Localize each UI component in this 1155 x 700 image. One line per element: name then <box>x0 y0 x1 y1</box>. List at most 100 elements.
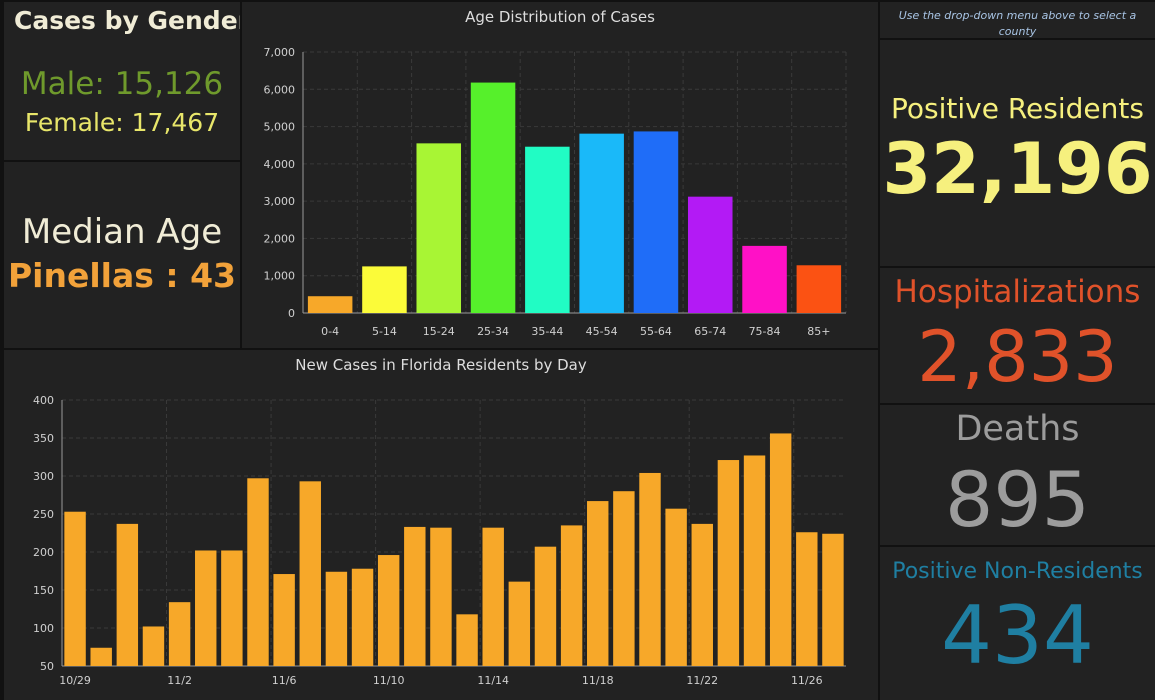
y-tick-label: 0 <box>288 307 295 320</box>
bar <box>142 626 165 666</box>
bar <box>525 146 570 313</box>
bar <box>456 614 478 666</box>
y-tick-label: 100 <box>33 622 54 635</box>
x-tick-label: 11/22 <box>686 674 718 687</box>
y-tick-label: 7,000 <box>264 46 296 59</box>
median-age-value: Pinellas : 43 <box>7 256 236 295</box>
hospitalizations-panel: Hospitalizations 2,833 <box>880 268 1155 403</box>
x-tick-label: 11/14 <box>477 674 509 687</box>
positive-residents-value: 32,196 <box>882 128 1153 210</box>
bar <box>168 602 191 666</box>
x-tick-label: 65-74 <box>694 325 726 338</box>
gender-panel: Cases by Gender Male: 15,126 Female: 17,… <box>4 2 240 160</box>
positive-residents-panel: Positive Residents 32,196 <box>880 40 1155 266</box>
bar <box>639 472 661 666</box>
bar <box>508 581 531 666</box>
x-tick-label: 5-14 <box>372 325 397 338</box>
bar <box>769 433 792 666</box>
deaths-value: 895 <box>944 455 1091 544</box>
y-tick-label: 400 <box>33 394 54 407</box>
median-age-panel: Median Age Pinellas : 43 <box>4 162 240 348</box>
bar <box>470 82 516 314</box>
bar <box>307 296 353 313</box>
y-tick-label: 200 <box>33 546 54 559</box>
x-tick-label: 11/2 <box>167 674 192 687</box>
bar <box>362 266 407 313</box>
bar <box>351 568 374 666</box>
bar <box>665 508 687 666</box>
deaths-panel: Deaths 895 <box>880 405 1155 545</box>
y-tick-label: 2,000 <box>264 232 296 245</box>
x-tick-label: 11/26 <box>791 674 823 687</box>
bar <box>822 533 844 666</box>
x-tick-label: 10/29 <box>59 674 91 687</box>
y-tick-label: 4,000 <box>264 158 296 171</box>
daily-cases-chart: 50 100 150 200 250 300 350 400 10/29 11/2 11/6 11/1… <box>33 394 846 687</box>
x-tick-label: 11/6 <box>272 674 297 687</box>
bar <box>325 571 348 666</box>
daily-chart-title: New Cases in Florida Residents by Day <box>295 356 587 374</box>
instruction-panel: Use the drop-down menu above to select a… <box>880 2 1155 38</box>
bar <box>560 525 583 666</box>
y-tick-label: 350 <box>33 432 54 445</box>
bar <box>195 550 217 666</box>
bar <box>404 526 426 666</box>
bar <box>247 478 269 666</box>
x-tick-label: 15-24 <box>423 325 455 338</box>
bar <box>299 481 321 666</box>
y-tick-label: 250 <box>33 508 54 521</box>
median-age-label: Median Age <box>21 212 223 252</box>
y-tick-label: 5,000 <box>264 121 296 134</box>
y-tick-label: 1,000 <box>264 270 296 283</box>
bar <box>587 501 609 666</box>
positive-residents-label: Positive Residents <box>891 92 1144 125</box>
x-tick-label: 85+ <box>807 325 830 338</box>
x-tick-label: 55-64 <box>640 325 672 338</box>
bar <box>416 143 462 313</box>
female-count: Female: 17,467 <box>24 108 220 137</box>
bar <box>742 245 787 313</box>
x-tick-label: 45-54 <box>586 325 618 338</box>
bar <box>691 523 713 666</box>
bar <box>273 574 295 666</box>
age-distribution-panel: Age Distribution of Cases 0 1,000 2,000 3,0… <box>242 2 878 348</box>
age-distribution-chart: 0 1,000 2,000 3,000 4,000 5,000 6,000 7,000 0-4 5… <box>264 46 847 338</box>
bar <box>64 511 86 666</box>
positive-non-residents-value: 434 <box>941 589 1094 682</box>
y-tick-label: 6,000 <box>264 83 296 96</box>
deaths-label: Deaths <box>955 409 1080 449</box>
bar <box>633 131 679 313</box>
instruction-text: Use the drop-down menu above to select a… <box>898 9 1137 38</box>
hospitalizations-value: 2,833 <box>917 316 1118 398</box>
y-tick-label: 300 <box>33 470 54 483</box>
x-tick-label: 75-84 <box>749 325 781 338</box>
bar <box>579 133 624 313</box>
x-tick-label: 35-44 <box>531 325 563 338</box>
bar <box>430 527 452 666</box>
bar <box>796 532 818 666</box>
age-chart-title: Age Distribution of Cases <box>465 8 655 26</box>
bar <box>116 523 139 666</box>
daily-cases-panel: New Cases in Florida Residents by Day 50… <box>4 350 878 700</box>
bar <box>687 196 733 313</box>
bar <box>221 550 243 666</box>
bar <box>90 647 112 666</box>
bar <box>796 265 842 313</box>
bar <box>743 455 766 666</box>
bar <box>482 527 504 666</box>
y-tick-label: 3,000 <box>264 195 296 208</box>
positive-non-residents-panel: Positive Non-Residents 434 <box>880 547 1155 700</box>
bar <box>717 460 740 666</box>
x-tick-label: 25-34 <box>477 325 509 338</box>
hospitalizations-label: Hospitalizations <box>894 274 1141 310</box>
positive-non-residents-label: Positive Non-Residents <box>892 559 1143 584</box>
y-tick-label: 150 <box>33 584 54 597</box>
bar <box>377 555 400 666</box>
x-tick-label: 11/10 <box>373 674 405 687</box>
male-count: Male: 15,126 <box>20 66 224 102</box>
bar <box>613 491 635 666</box>
y-tick-label: 50 <box>40 660 54 673</box>
gender-title: Cases by Gender <box>14 6 240 35</box>
bar <box>534 546 557 666</box>
x-tick-label: 11/18 <box>582 674 614 687</box>
